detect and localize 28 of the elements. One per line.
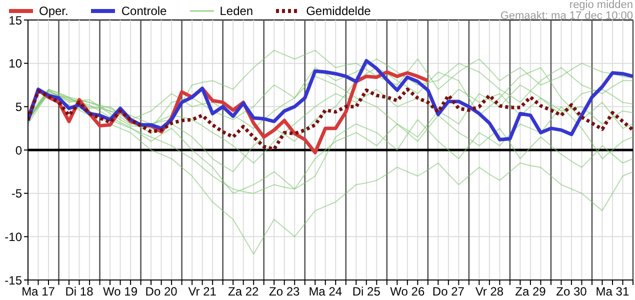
y-tick-label: 15 xyxy=(8,13,22,28)
x-tick-label: Za 29 xyxy=(515,284,546,299)
x-tick-label: Zo 23 xyxy=(269,284,300,299)
legend-label: Oper. xyxy=(39,4,68,18)
x-tick-label: Za 22 xyxy=(228,284,260,299)
x-tick-label: Vr 28 xyxy=(475,284,504,299)
x-tick-label: Wo 26 xyxy=(390,284,425,299)
legend-label: Leden xyxy=(220,4,254,18)
legend-label: Controle xyxy=(121,4,167,18)
x-tick-label: Ma 24 xyxy=(308,284,342,299)
x-tick-label: Wo 19 xyxy=(103,284,138,299)
y-tick-label: -5 xyxy=(11,186,22,201)
y-tick-label: 5 xyxy=(15,100,22,114)
x-tick-label: Di 25 xyxy=(352,284,381,299)
x-tick-label: Do 20 xyxy=(145,284,178,299)
x-tick-label: Di 18 xyxy=(65,284,94,299)
y-tick-label: -10 xyxy=(4,230,22,244)
x-tick-label: Ma 17 xyxy=(22,284,56,299)
x-tick-label: Ma 31 xyxy=(596,284,630,299)
y-tick-label: -15 xyxy=(4,273,22,288)
chart-subtitle: regio midden xyxy=(568,0,633,11)
x-tick-label: Do 27 xyxy=(432,284,465,299)
annotation: Gemaakt: ma 17 dec 10:00 xyxy=(500,10,633,22)
x-tick-label: Vr 21 xyxy=(188,284,217,299)
x-tick-label: Zo 30 xyxy=(556,284,588,299)
y-tick-label: 10 xyxy=(8,56,22,71)
y-tick-label: 0 xyxy=(15,143,22,158)
legend-label: Gemiddelde xyxy=(306,4,371,18)
